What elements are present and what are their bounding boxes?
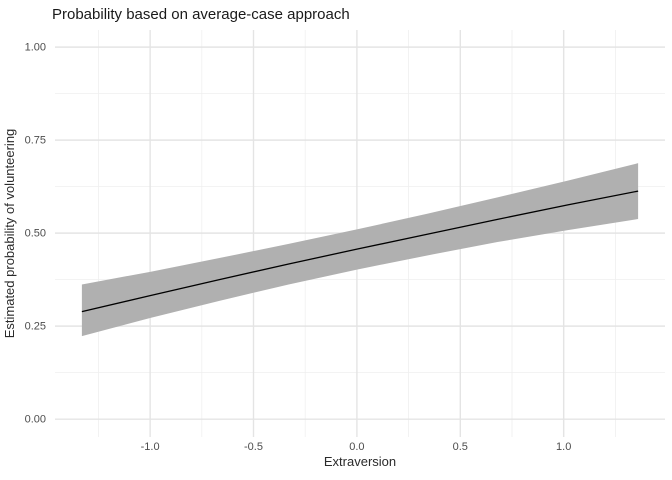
plot-title: Probability based on average-case approa… xyxy=(52,6,350,23)
confidence-ribbon xyxy=(81,163,639,337)
y-axis-title: Estimated probability of volunteering xyxy=(2,129,17,339)
x-axis-title: Extraversion xyxy=(324,454,396,469)
y-tick-label: 1.00 xyxy=(25,42,46,54)
x-tick-label: -1.0 xyxy=(141,441,160,453)
y-tick-label: 0.00 xyxy=(25,414,46,426)
x-tick-label: 0.0 xyxy=(349,441,364,453)
tick-layer: 0.00 0.25 0.50 0.75 1.00 -1.0 -0.5 0.0 0.5 1.0 xyxy=(25,42,572,453)
x-tick-label: 0.5 xyxy=(453,441,468,453)
x-tick-label: 1.0 xyxy=(556,441,571,453)
y-tick-label: 0.50 xyxy=(25,228,46,240)
fit-line xyxy=(81,190,639,313)
data-layer xyxy=(81,163,639,337)
y-tick-label: 0.25 xyxy=(25,321,46,333)
x-tick-label: -0.5 xyxy=(244,441,263,453)
y-tick-label: 0.75 xyxy=(25,135,46,147)
